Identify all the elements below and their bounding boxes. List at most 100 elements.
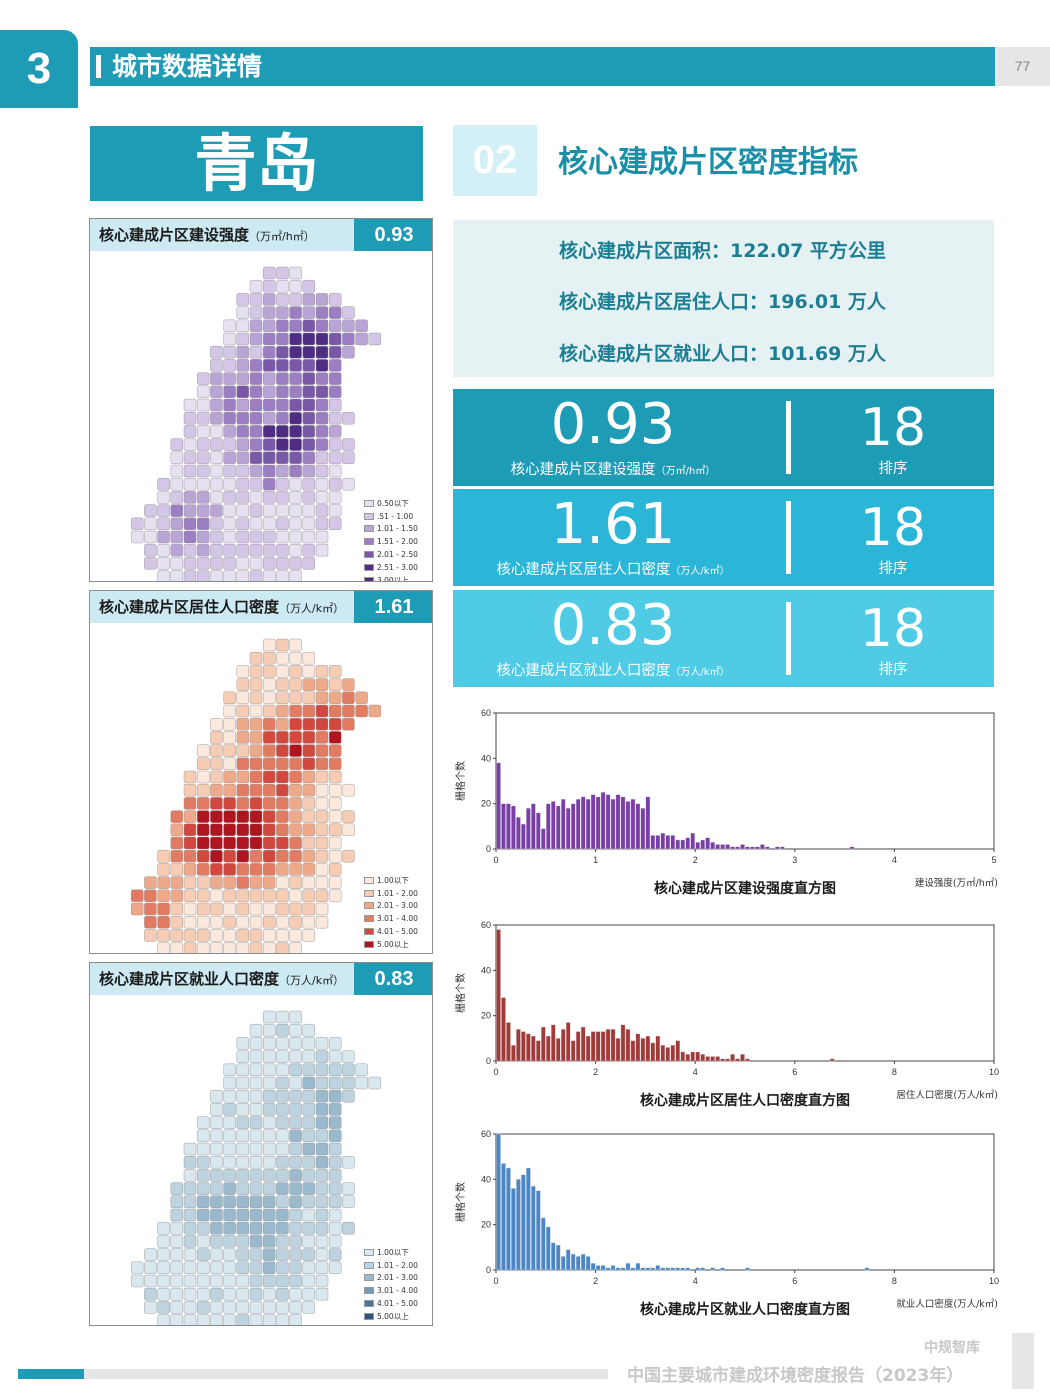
map-cell xyxy=(315,691,329,705)
y-axis-label: 栅格个数 xyxy=(454,973,467,1013)
map-cell xyxy=(249,770,263,784)
map-cell xyxy=(210,783,223,797)
map-cell xyxy=(289,744,302,757)
map-cell xyxy=(249,916,263,929)
map-cell xyxy=(328,1089,342,1103)
map-cell xyxy=(276,678,289,691)
histogram-bar xyxy=(650,835,656,850)
map-cell xyxy=(302,849,316,863)
map-cell xyxy=(249,889,263,902)
y-tick-label: 20 xyxy=(481,799,491,809)
map-cell xyxy=(223,1155,236,1169)
map-cell xyxy=(236,916,250,929)
map-cell xyxy=(223,1235,236,1248)
map-cell xyxy=(210,504,223,517)
map-cell xyxy=(183,823,197,837)
x-axis-label: 就业人口密度(万人/k㎡) xyxy=(896,1298,998,1310)
map-cell xyxy=(236,889,250,902)
map-cell xyxy=(302,717,316,731)
map-cell xyxy=(157,491,170,504)
histogram-bar xyxy=(670,1044,676,1062)
map-cell xyxy=(249,704,263,718)
map-cell xyxy=(249,810,263,823)
histogram-bar xyxy=(526,1033,531,1062)
histogram-bar xyxy=(635,1033,641,1062)
map-cell xyxy=(276,1221,289,1235)
histogram-bar xyxy=(710,841,715,850)
map-cell xyxy=(223,717,236,731)
map-cell xyxy=(302,1274,316,1288)
map-cell xyxy=(210,530,223,544)
map-cell xyxy=(249,929,263,942)
map-cell xyxy=(302,1221,316,1235)
map-cell xyxy=(262,1076,276,1090)
map-cell xyxy=(157,544,170,557)
map-cell xyxy=(342,1182,355,1195)
stat-rank: 18 xyxy=(859,599,927,659)
map-cell xyxy=(170,942,183,953)
map-cell xyxy=(210,557,223,570)
map-cell xyxy=(223,1274,236,1288)
map-cell xyxy=(302,757,316,771)
map-cell xyxy=(276,704,289,718)
map-cell xyxy=(315,1221,329,1235)
map-cell xyxy=(210,1261,223,1274)
map-cell xyxy=(276,717,289,731)
map-cell xyxy=(236,1288,250,1301)
map-cell xyxy=(144,1274,157,1288)
map-cell xyxy=(302,1050,316,1063)
histogram-bar xyxy=(745,846,750,850)
map-cell xyxy=(210,797,223,810)
map-cell xyxy=(196,1142,210,1156)
map-cell xyxy=(210,889,223,902)
map-cell xyxy=(289,1301,302,1314)
histogram-bar xyxy=(590,1262,596,1271)
map-cell xyxy=(144,517,157,530)
map-cell xyxy=(302,1129,316,1143)
map-cell xyxy=(183,889,197,902)
map-cell xyxy=(328,451,342,465)
map-cell xyxy=(210,544,223,557)
map-cell xyxy=(262,691,276,705)
map-cell xyxy=(315,1142,329,1156)
map-cell xyxy=(289,1195,302,1209)
map-cell xyxy=(262,504,276,517)
map-cell xyxy=(276,757,289,771)
map-cell xyxy=(210,863,223,876)
map-cell xyxy=(289,1274,302,1288)
map-cell xyxy=(236,570,249,581)
map-cell xyxy=(276,1129,289,1143)
map-cell xyxy=(183,491,197,504)
histogram-bar xyxy=(680,1051,686,1062)
map-cell xyxy=(170,1261,184,1274)
map-cell xyxy=(196,398,210,412)
map-cell xyxy=(328,823,342,837)
histogram-bar xyxy=(595,1265,601,1271)
map-cell xyxy=(236,783,250,797)
map-cell xyxy=(131,530,144,544)
map-cell xyxy=(276,1142,289,1156)
section-title: 城市数据详情 xyxy=(112,52,263,81)
histogram-bar xyxy=(511,1044,516,1062)
map-cell xyxy=(328,1221,342,1235)
map-cell xyxy=(249,504,263,517)
y-tick-label: 40 xyxy=(481,965,491,975)
histogram-bar xyxy=(650,1042,656,1062)
map-cell xyxy=(210,810,223,823)
map-cell xyxy=(249,464,263,478)
stat-divider xyxy=(786,602,791,675)
map-cell xyxy=(355,1076,368,1090)
map-cell xyxy=(170,1195,184,1209)
map-cell xyxy=(262,1142,276,1156)
map-cell xyxy=(289,1037,302,1050)
map-cell xyxy=(315,504,329,517)
map-cell xyxy=(249,332,263,346)
map-cell xyxy=(196,823,210,837)
map-cell xyxy=(170,557,184,570)
page-number: 77 xyxy=(995,47,1050,86)
map-cell xyxy=(183,1288,197,1301)
map-cell xyxy=(342,849,355,863)
map-cell xyxy=(236,1103,250,1116)
map-cell xyxy=(196,810,210,823)
